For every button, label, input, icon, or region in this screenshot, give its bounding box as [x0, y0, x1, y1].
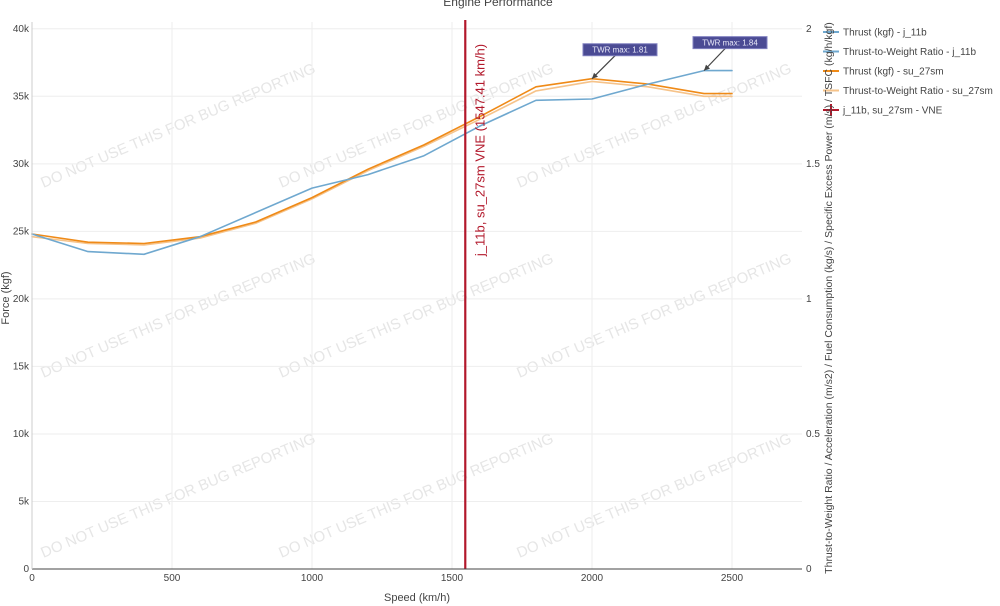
vne-layer: j_11b, su_27sm VNE (1547.41 km/h)	[464, 20, 487, 569]
watermark-text: DO NOT USE THIS FOR BUG REPORTING	[514, 60, 794, 192]
y-tick-label: 0	[23, 564, 29, 575]
y-tick-label: 15k	[13, 361, 30, 372]
watermark-text: DO NOT USE THIS FOR BUG REPORTING	[276, 60, 556, 192]
watermark-text: DO NOT USE THIS FOR BUG REPORTING	[38, 250, 318, 382]
x-tick-label: 1500	[441, 573, 464, 584]
legend-item-label: Thrust (kgf) - su_27sm	[843, 67, 944, 78]
annotation-text: TWR max: 1.84	[702, 39, 758, 48]
chart-title: Engine Performance	[443, 0, 553, 9]
legend-item-label: Thrust-to-Weight Ratio - su_27sm	[843, 86, 993, 97]
y-tick-label: 25k	[13, 226, 30, 237]
annotation-arrowhead	[704, 64, 710, 71]
legend-item-label: Thrust (kgf) - j_11b	[843, 28, 927, 39]
watermark-text: DO NOT USE THIS FOR BUG REPORTING	[514, 250, 794, 382]
y2-axis-title: Thrust-to-Weight Ratio / Acceleration (m…	[823, 22, 835, 574]
y2-tick-label: 2	[806, 24, 812, 35]
legend-item-label: j_11b, su_27sm - VNE	[842, 106, 943, 117]
watermark-text: DO NOT USE THIS FOR BUG REPORTING	[276, 430, 556, 562]
y2-tick-label: 1.5	[806, 159, 820, 170]
y-tick-label: 5k	[18, 496, 30, 507]
watermark-text: DO NOT USE THIS FOR BUG REPORTING	[38, 430, 318, 562]
y-tick-label: 10k	[13, 429, 30, 440]
y-tick-label: 35k	[13, 91, 30, 102]
annotation-box	[582, 43, 658, 57]
x-tick-label: 500	[164, 573, 181, 584]
series-line	[31, 77, 733, 245]
y2-tick-label: 0	[806, 564, 812, 575]
y2-tick-label: 1	[806, 294, 812, 305]
y-tick-label: 40k	[13, 24, 30, 35]
x-axis-title: Speed (km/h)	[384, 592, 450, 604]
legend-item-label: Thrust-to-Weight Ratio - j_11b	[843, 47, 976, 58]
grid-layer	[32, 22, 802, 569]
y-axis-title: Force (kgf)	[0, 271, 12, 324]
annotation-text: TWR max: 1.81	[592, 46, 648, 55]
watermark-text: DO NOT USE THIS FOR BUG REPORTING	[514, 430, 794, 562]
series-layer	[31, 69, 733, 256]
vne-label: j_11b, su_27sm VNE (1547.41 km/h)	[472, 44, 487, 257]
series-line	[31, 69, 733, 256]
annotation-arrowhead	[592, 72, 598, 79]
x-tick-label: 1000	[301, 573, 324, 584]
legend: Thrust (kgf) - j_11b Thrust-to-Weight Rat…	[823, 28, 993, 117]
x-tick-label: 0	[29, 573, 35, 584]
axis-layer: 0 500 1000 1500 2000 2500 0 5k 10k 15k 20k 25k 30k 35…	[13, 22, 820, 584]
x-tick-label: 2000	[581, 573, 604, 584]
annotation-box	[692, 36, 768, 50]
y2-tick-label: 0.5	[806, 429, 820, 440]
y-tick-label: 20k	[13, 294, 30, 305]
watermark-text: DO NOT USE THIS FOR BUG REPORTING	[276, 250, 556, 382]
y-tick-label: 30k	[13, 159, 30, 170]
annotation-layer: TWR max: 1.81 TWR max: 1.84	[582, 36, 768, 80]
watermark-text: DO NOT USE THIS FOR BUG REPORTING	[38, 60, 318, 192]
x-tick-label: 2500	[721, 573, 744, 584]
